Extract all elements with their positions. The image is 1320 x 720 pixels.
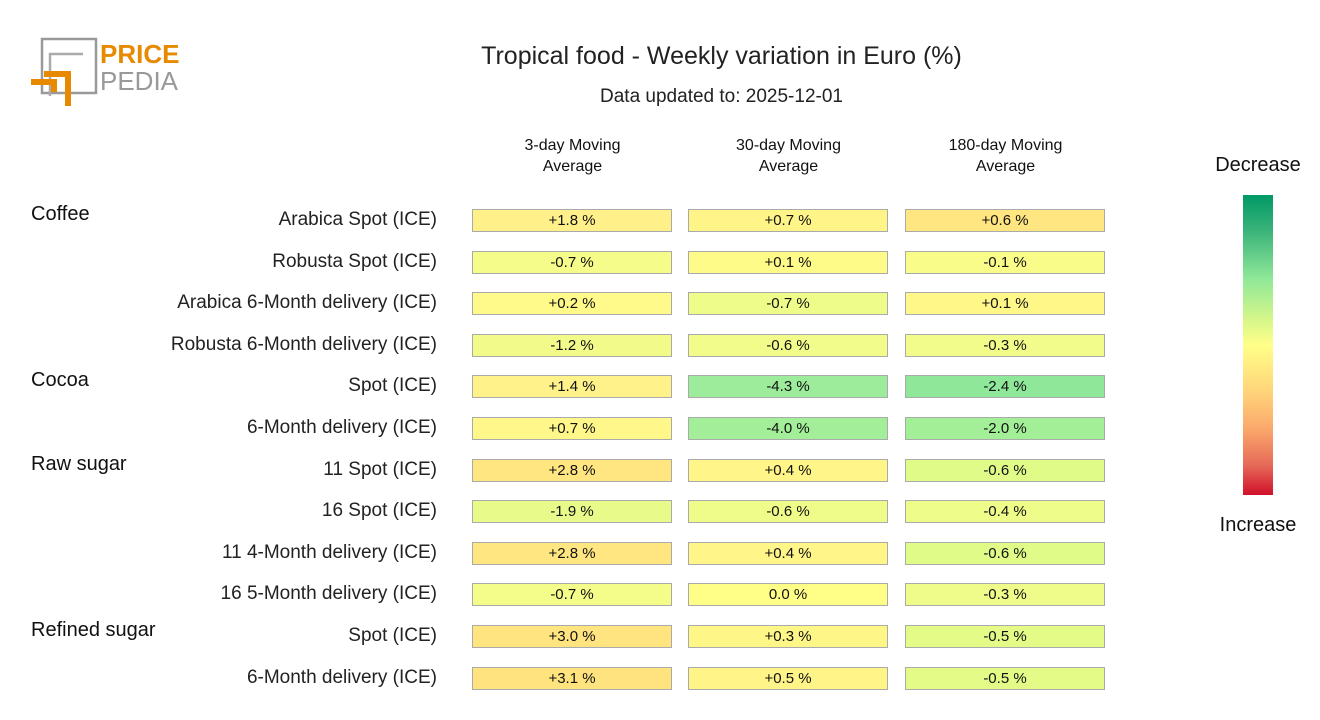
heatmap-cell: -0.7 % [472,583,672,607]
chart-title: Tropical food - Weekly variation in Euro… [481,42,962,70]
row-label: 16 Spot (ICE) [321,500,437,522]
column-header-line: Average [542,158,603,175]
heatmap-cell: -0.4 % [905,500,1105,524]
heatmap-cell: +0.7 % [688,209,888,232]
heatmap-cell: -2.4 % [905,375,1105,399]
row-label: Arabica 6-Month delivery (ICE) [177,292,437,314]
column-header-line: 30-day Moving [736,137,841,154]
heatmap-cell: +0.6 % [905,209,1105,232]
row-label: 11 4-Month delivery (ICE) [221,541,437,563]
column-header: 30-day Moving Average [688,135,889,177]
heatmap-cell: +0.1 % [905,292,1105,316]
heatmap-cell: -0.6 % [688,500,888,524]
row-label: Robusta 6-Month delivery (ICE) [170,333,437,355]
heatmap-cell: 0.0 % [688,583,888,607]
heatmap-cell: +0.5 % [688,666,888,690]
heatmap-cell: +2.8 % [472,458,672,482]
heatmap-cell: +3.1 % [472,666,672,690]
group-label: Cocoa [31,369,89,392]
svg-text:PRICE: PRICE [100,39,179,69]
heatmap-cell: +0.4 % [688,541,888,565]
row-label: Robusta Spot (ICE) [272,250,437,272]
group-label: Refined sugar [31,619,156,641]
heatmap-cell: -0.6 % [905,541,1105,565]
colorbar-bottom-label: Increase [1219,514,1297,536]
column-header-line: 180-day Moving [948,137,1063,154]
colorbar-top-label: Decrease [1215,154,1301,176]
heatmap-cell: +3.0 % [472,625,672,648]
heatmap-cell: +0.4 % [688,458,888,482]
heatmap-cell: +0.3 % [688,625,888,648]
column-header-line: 3-day Moving [524,137,621,154]
heatmap-cell: +0.2 % [472,292,672,316]
heatmap-cell: +0.7 % [472,417,672,440]
heatmap-cell: -2.0 % [905,417,1105,440]
chart-subtitle: Data updated to: 2025-12-01 [600,86,843,107]
heatmap-cell: -0.7 % [472,250,672,274]
column-header-line: Average [758,158,819,175]
heatmap-cell: +0.1 % [688,250,888,274]
heatmap-cell: -1.9 % [472,500,672,524]
heatmap-cell: -4.0 % [688,417,888,440]
row-label: 6-Month delivery (ICE) [246,417,437,438]
pricepedia-logo: PRICE PEDIA [31,37,179,106]
colorbar [1243,195,1273,495]
column-header: 3-day Moving Average [472,135,673,177]
row-label: 6-Month delivery (ICE) [246,666,437,688]
row-label: 16 5-Month delivery (ICE) [220,583,437,605]
column-header: 180-day Moving Average [905,135,1106,177]
heatmap-cell: -0.3 % [905,333,1105,357]
row-label: Spot (ICE) [348,375,437,397]
heatmap-cell: -0.5 % [905,625,1105,648]
heatmap-cell: +2.8 % [472,541,672,565]
group-label: Raw sugar [31,452,127,475]
column-header-line: Average [975,158,1036,175]
heatmap-cell: -4.3 % [688,375,888,399]
row-label: Spot (ICE) [348,625,437,646]
row-label: Arabica Spot (ICE) [278,209,437,230]
heatmap-cell: -0.1 % [905,250,1105,274]
heatmap-cell: +1.8 % [472,209,672,232]
heatmap-cell: -0.6 % [905,458,1105,482]
heatmap-cell: -0.5 % [905,666,1105,690]
group-label: Coffee [31,203,90,225]
heatmap-cell: -1.2 % [472,333,672,357]
heatmap-cell: -0.3 % [905,583,1105,607]
heatmap-cell: -0.6 % [688,333,888,357]
svg-text:PEDIA: PEDIA [100,66,179,96]
heatmap-cell: +1.4 % [472,375,672,399]
row-label: 11 Spot (ICE) [323,458,437,480]
heatmap-cell: -0.7 % [688,292,888,316]
